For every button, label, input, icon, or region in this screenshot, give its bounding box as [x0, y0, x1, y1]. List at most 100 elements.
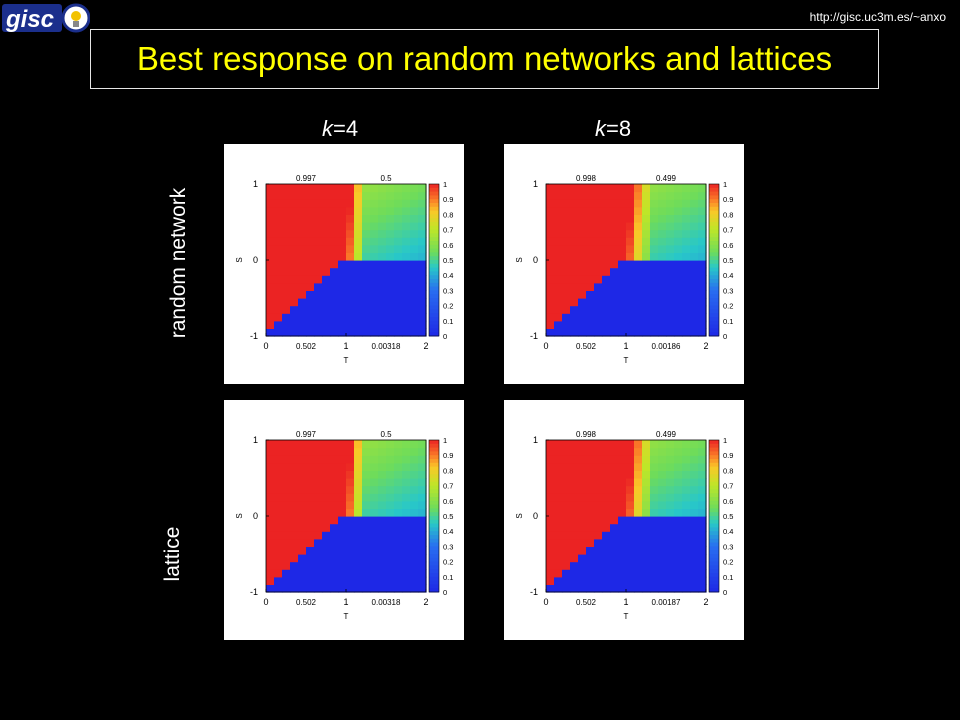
heatmap-cell [554, 191, 563, 200]
heatmap-cell [562, 229, 571, 238]
y-tick-label: 0 [253, 511, 258, 521]
heatmap-cell [690, 455, 699, 464]
colorbar-tick-label: 0.9 [443, 451, 453, 460]
heatmap-cell [586, 470, 595, 479]
heatmap-cell [594, 184, 603, 193]
heatmap-cell [346, 244, 355, 253]
heatmap-cell [666, 447, 675, 456]
heatmap-cell [346, 184, 355, 193]
heatmap-cell [546, 584, 555, 593]
quadrant-value-bottom-left: 0.502 [576, 342, 597, 351]
heatmap-cell [602, 191, 611, 200]
heatmap-cell [266, 462, 275, 471]
heatmap-cell [322, 237, 331, 246]
heatmap-cell [386, 244, 395, 253]
heatmap-cell [578, 440, 587, 449]
heatmap-cell [290, 222, 299, 231]
x-axis-label: T [344, 612, 349, 621]
heatmap-cell [346, 478, 355, 487]
colorbar-segment [429, 561, 439, 566]
heatmap-cell [282, 191, 291, 200]
heatmap-cell [394, 191, 403, 200]
heatmap-cell [618, 516, 627, 525]
heatmap-cell [322, 447, 331, 456]
author-url[interactable]: http://gisc.uc3m.es/~anxo [809, 10, 946, 24]
heatmap-cell [378, 252, 387, 261]
heatmap-cell [290, 478, 299, 487]
colorbar-tick-label: 0.7 [723, 226, 733, 235]
heatmap-cell [594, 199, 603, 208]
x-axis-label: T [624, 356, 629, 365]
heatmap-cell [378, 206, 387, 215]
heatmap-cell [594, 305, 603, 314]
x-axis-label: T [624, 612, 629, 621]
heatmap-cell [346, 267, 355, 276]
heatmap-cell [290, 328, 299, 337]
heatmap-cell [626, 576, 635, 585]
colorbar-frame [708, 439, 720, 593]
heatmap-cell [570, 260, 579, 269]
heatmap-cell [674, 440, 683, 449]
colorbar-tick-label: 0.5 [443, 256, 453, 265]
heatmap-cell [274, 267, 283, 276]
colorbar-segment [709, 584, 719, 589]
colorbar-segment [429, 305, 439, 310]
heatmap-cell [698, 244, 707, 253]
heatmap-cell [546, 500, 555, 509]
heatmap-cell [290, 206, 299, 215]
heatmap-cell [402, 267, 411, 276]
heatmap-cell [578, 206, 587, 215]
heatmap-cell [618, 244, 627, 253]
heatmap-cell [666, 252, 675, 261]
heatmap-cell [618, 222, 627, 231]
heatmap-cell [282, 584, 291, 593]
heatmap-cell [330, 455, 339, 464]
heatmap-cell [330, 546, 339, 555]
heatmap-cell [642, 455, 651, 464]
heatmap-cell [618, 199, 627, 208]
heatmap-cell [618, 214, 627, 223]
heatmap-cell [650, 267, 659, 276]
heatmap-cell [674, 260, 683, 269]
heatmap-cell [386, 267, 395, 276]
heatmap-cell [410, 275, 419, 284]
heatmap-cell [386, 470, 395, 479]
heatmap-cell [682, 546, 691, 555]
heatmap-cell [378, 313, 387, 322]
heatmap-cell [578, 282, 587, 291]
heatmap-cell [642, 260, 651, 269]
heatmap-cell [578, 184, 587, 193]
heatmap-cell [418, 440, 427, 449]
colorbar-tick-label: 0 [723, 332, 727, 341]
heatmap-cell [354, 554, 363, 563]
heatmap-cell [618, 252, 627, 261]
heatmap-cell [362, 305, 371, 314]
heatmap-cell [562, 538, 571, 547]
heatmap-cell [370, 493, 379, 502]
heatmap-cell [674, 576, 683, 585]
heatmap-cell [546, 493, 555, 502]
colorbar-segment [709, 531, 719, 536]
heatmap-cell [354, 267, 363, 276]
heatmap-cell [266, 184, 275, 193]
heatmap-cell [378, 554, 387, 563]
heatmap-cell [674, 229, 683, 238]
heatmap-cell [378, 222, 387, 231]
heatmap-cell [690, 546, 699, 555]
heatmap-cell [362, 282, 371, 291]
heatmap-cell [570, 538, 579, 547]
heatmap-cell [698, 447, 707, 456]
heatmap-cell [682, 199, 691, 208]
heatmap-cell [610, 569, 619, 578]
heatmap-cell [690, 298, 699, 307]
heatmap-cell [410, 184, 419, 193]
heatmap-cell [690, 260, 699, 269]
colorbar-segment [709, 481, 719, 487]
heatmap-cell [418, 478, 427, 487]
heatmap-cell [690, 554, 699, 563]
heatmap-cell [298, 214, 307, 223]
heatmap-cell [666, 485, 675, 494]
colorbar-segment [429, 210, 439, 215]
heatmap-cell [658, 298, 667, 307]
heatmap-cell [394, 546, 403, 555]
